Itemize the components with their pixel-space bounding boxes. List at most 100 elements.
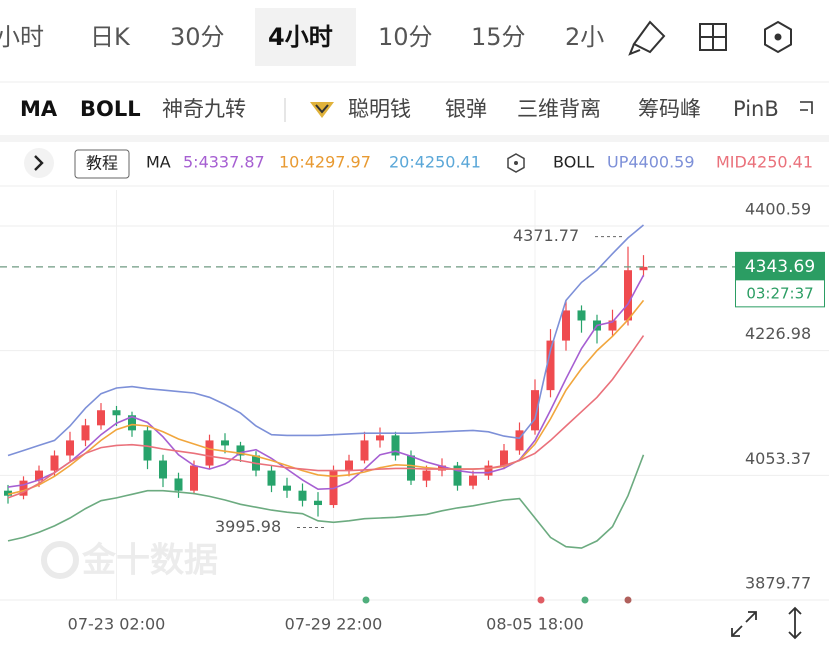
- y-tick-label: 4053.37: [745, 449, 811, 468]
- scale-icon[interactable]: [788, 606, 802, 640]
- tool-icons: [628, 20, 792, 56]
- boll-value: UP4400.59: [607, 153, 695, 172]
- settings-dot: [774, 33, 782, 41]
- tab[interactable]: 30分: [170, 23, 225, 51]
- x-tick-label: 08-05 18:00: [486, 615, 584, 634]
- candle-body: [360, 440, 369, 461]
- indicator-line: [7, 299, 645, 496]
- event-dot[interactable]: [362, 596, 370, 604]
- x-tick-label: 07-29 22:00: [285, 615, 383, 634]
- candle-body: [66, 440, 74, 456]
- candle-body: [50, 455, 59, 471]
- tab[interactable]: 小时: [0, 23, 44, 51]
- candle-body: [515, 430, 524, 451]
- candle-body: [283, 485, 291, 491]
- ma-settings[interactable]: [507, 153, 525, 173]
- candle-body: [35, 470, 43, 481]
- candle-body: [190, 465, 198, 491]
- ma-value: 20:4250.41: [389, 153, 481, 172]
- indicator[interactable]: 三维背离: [517, 97, 601, 121]
- candle-body: [174, 478, 183, 491]
- ma-value: 10:4297.97: [279, 153, 371, 172]
- candle-body: [345, 460, 353, 471]
- premium-icon: [310, 102, 334, 118]
- premium-icon-mark: [315, 104, 329, 114]
- candle-body: [236, 445, 245, 456]
- low-label: 3995.98: [215, 517, 281, 536]
- candle-body: [97, 410, 105, 426]
- active-tab-bg: [255, 8, 356, 66]
- chart: 4400.59 4226.98 4053.37 3879.77 07-23 02:00 0…: [0, 190, 829, 634]
- candle-body: [546, 340, 555, 391]
- y-tick-label: 4400.59: [745, 199, 811, 218]
- layout-icon-lines: [700, 24, 726, 50]
- draw-icon[interactable]: [628, 20, 666, 56]
- tab[interactable]: 2小: [565, 23, 604, 51]
- indicator[interactable]: 银弹: [445, 97, 487, 121]
- fullscreen-icon[interactable]: [731, 611, 757, 637]
- candle-body: [205, 440, 214, 466]
- candle-body: [376, 435, 384, 441]
- boll-label: BOLL: [553, 153, 594, 172]
- event-dot[interactable]: [581, 596, 589, 604]
- tab[interactable]: 4小时: [268, 23, 333, 51]
- candle-body: [469, 475, 477, 486]
- plot-area: [4, 224, 648, 549]
- indicator[interactable]: 筹码峰: [638, 97, 701, 121]
- tutorial-box[interactable]: [74, 149, 130, 179]
- ma-label: MA: [146, 153, 171, 172]
- collapse-button[interactable]: [24, 148, 54, 178]
- candle-body: [577, 310, 586, 321]
- tab[interactable]: 10分: [378, 23, 433, 51]
- indicator[interactable]: MA: [20, 97, 58, 121]
- candle-body: [438, 465, 446, 471]
- candle-body: [562, 310, 570, 341]
- candle-body: [453, 465, 462, 486]
- candle-body: [4, 490, 12, 496]
- event-dot[interactable]: [537, 596, 545, 604]
- countdown-box: [735, 279, 825, 308]
- countdown: 03:27:37: [746, 284, 813, 302]
- candle-body: [391, 435, 400, 456]
- candle-body: [531, 390, 539, 431]
- candle-body: [314, 500, 322, 506]
- candle-body: [159, 460, 167, 479]
- candle-body: [639, 266, 648, 271]
- tab[interactable]: 日K: [90, 23, 131, 51]
- tutorial[interactable]: 教程: [86, 154, 118, 173]
- watermark-text: 金十数据: [81, 541, 218, 581]
- candle-body: [624, 270, 632, 321]
- event-dot[interactable]: [624, 596, 632, 604]
- candle-body: [221, 440, 229, 446]
- candle-body: [500, 450, 508, 466]
- chevron: [34, 155, 44, 171]
- y-tick-label: 4226.98: [745, 324, 811, 343]
- indicator[interactable]: BOLL: [80, 97, 141, 121]
- y-tick-label: 3879.77: [745, 574, 811, 593]
- candle-body: [19, 480, 28, 496]
- tab[interactable]: 15分: [471, 23, 526, 51]
- indicator-line: [7, 224, 645, 457]
- indicator-line: [7, 335, 645, 499]
- candle-body: [267, 470, 276, 486]
- indicator[interactable]: 神奇九转: [162, 97, 246, 121]
- indicator[interactable]: 聪明钱: [348, 97, 411, 121]
- settings-icon[interactable]: [764, 20, 792, 54]
- last-price-box: [735, 251, 825, 280]
- band: [0, 135, 829, 142]
- timeframe-tabs: 小时 日K 30分 4小时 10分 15分 2小: [0, 8, 604, 66]
- event-dots: [362, 596, 632, 604]
- indicator-line: [7, 454, 645, 549]
- bottom-icons: [731, 606, 802, 640]
- candle-body: [608, 320, 617, 331]
- watermark: 金十数据: [41, 541, 218, 581]
- candle-body: [484, 465, 493, 476]
- candle-body: [298, 490, 307, 501]
- ma-value: 5:4337.87: [183, 153, 265, 172]
- indicator-bar: MA BOLL 神奇九转 聪明钱 银弹 三维背离 筹码峰 PinB: [20, 97, 779, 121]
- more-icon[interactable]: [800, 101, 813, 114]
- indicator[interactable]: PinB: [733, 97, 779, 121]
- boll-value: MID4250.41: [716, 153, 813, 172]
- candle-body: [422, 470, 431, 481]
